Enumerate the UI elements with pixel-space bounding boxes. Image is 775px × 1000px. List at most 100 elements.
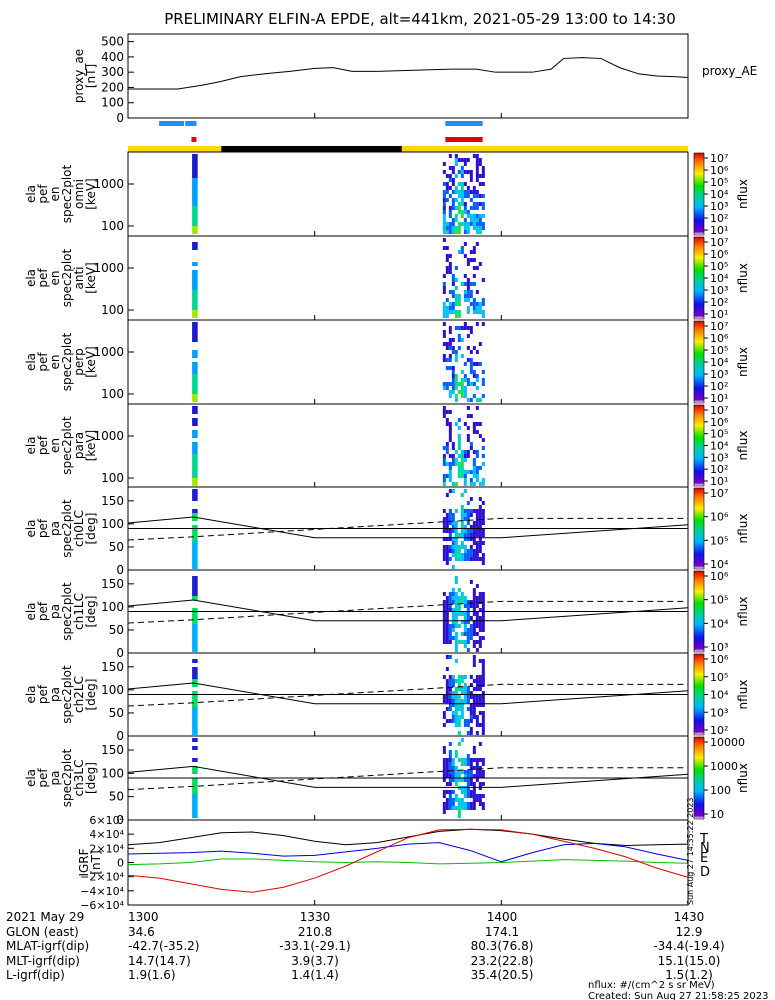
footer-row-label: MLT-igrf(dip): [6, 954, 80, 968]
en-omni-ytick-label: 100: [101, 219, 124, 233]
pa-ch1-event2-cell: [475, 604, 479, 608]
pa-ch0-event2-cell: [442, 537, 446, 541]
en-anti-event2-cell: [445, 310, 449, 314]
en-omni-cb-tick-label: 10⁶: [710, 164, 729, 177]
pa-ch2-event2-cell: [457, 707, 461, 711]
pa-ch3-event2-cell: [448, 782, 452, 786]
en-para-event1-cell: [192, 478, 198, 482]
pa-ch1-event2-cell: [478, 628, 482, 632]
pa-ch2-event2-cell: [478, 675, 482, 679]
pa-ch0-event2-cell: [478, 545, 482, 549]
pa-ch1-event2-cell: [457, 624, 461, 628]
pa-ch1-event2-cell: [451, 608, 455, 612]
pa-ch0-event2-cell: [472, 525, 476, 529]
en-anti-event2-cell: [448, 290, 452, 294]
en-para-event1-cell: [192, 446, 198, 450]
pa-ch1-event2-cell: [478, 616, 482, 620]
pa-ch1-event2-cell: [445, 636, 449, 640]
en-omni-cb-label: nflux: [736, 179, 750, 209]
footer-value: 80.3(76.8): [471, 939, 534, 953]
en-omni-event2-cell: [466, 190, 470, 194]
en-anti-event2-cell: [454, 302, 458, 306]
en-para-event2-cell: [448, 474, 452, 478]
pa-ch3-event2-cell: [475, 766, 479, 770]
pa-ch1-event2-cell: [475, 648, 479, 652]
pa-ch1-event2-cell: [475, 600, 479, 604]
en-anti-ytick-label: 1000: [93, 261, 124, 275]
en-omni-event1-cell: [192, 222, 198, 226]
pa-ch0-event2-cell: [478, 521, 482, 525]
pa-ch2-event1-cell: [192, 723, 198, 727]
pa-ch0-cb-tick-label: 10⁵: [710, 534, 728, 547]
en-para-event2-cell: [475, 430, 479, 434]
pa-ch0-event2-cell: [478, 533, 482, 537]
en-omni-event2-cell: [481, 170, 485, 174]
en-omni-event2-cell: [454, 190, 458, 194]
en-perp-event2-cell: [469, 350, 473, 354]
pa-ch3-event2-cell: [460, 790, 464, 794]
en-omni-event2-cell: [442, 194, 446, 198]
en-perp-event1-cell: [192, 322, 198, 326]
pa-ch3-event2-cell: [469, 806, 473, 810]
en-omni-cb-tick-label: 10⁵: [710, 176, 728, 189]
pa-ch2-event2-cell: [469, 691, 473, 695]
en-omni-event1-cell: [192, 182, 198, 186]
pa-ch1-event2-cell: [448, 608, 452, 612]
en-anti-event2-cell: [442, 282, 446, 286]
en-perp-colorbar: [693, 320, 705, 404]
pa-ch3-event2-cell: [451, 802, 455, 806]
en-omni-event1-cell: [192, 202, 198, 206]
en-perp-event2-cell: [475, 386, 479, 390]
pa-ch3-event2-cell: [469, 762, 473, 766]
en-omni-event2-cell: [463, 162, 467, 166]
pa-ch0-event2-cell: [448, 513, 452, 517]
pa-ch2-cb-tick-label: 10³: [710, 706, 728, 719]
pa-ch3-event2-cell: [442, 790, 446, 794]
en-omni-event2-cell: [463, 222, 467, 226]
pa-ch1-event2-cell: [448, 636, 452, 640]
pa-ch1-event2-cell: [445, 600, 449, 604]
en-para-event2-cell: [451, 446, 455, 450]
en-anti-cb-tick-label: 10⁷: [710, 236, 728, 249]
en-para-event2-cell: [478, 434, 482, 438]
pa-ch0-event2-cell: [454, 553, 458, 557]
pa-ch2-event2-cell: [475, 695, 479, 699]
pa-ch1-event2-cell: [472, 588, 476, 592]
en-para-event2-cell: [445, 462, 449, 466]
pa-ch3-event2-cell: [481, 770, 485, 774]
en-omni-event2-cell: [457, 226, 461, 230]
pa-ch3-cb-label: nflux: [736, 763, 750, 793]
en-para-cb-tick-label: 10⁴: [710, 440, 729, 453]
en-omni-event2-cell: [451, 178, 455, 182]
en-para-event2-cell: [469, 442, 473, 446]
en-anti-event2-cell: [451, 282, 455, 286]
footer-value: 1300: [128, 910, 159, 924]
pa-ch2-event2-cell: [457, 731, 461, 735]
pa-ch3-event2-cell: [442, 806, 446, 810]
en-perp-event2-cell: [454, 398, 458, 402]
pa-ch0-event2-cell: [454, 549, 458, 553]
en-para-event2-cell: [481, 446, 485, 450]
en-perp-event2-cell: [463, 374, 467, 378]
pa-ch1-ytick-label: 150: [101, 577, 124, 591]
en-omni-event2-cell: [469, 206, 473, 210]
en-perp-event1-cell: [192, 338, 198, 342]
pa-ch1-event2-cell: [457, 600, 461, 604]
pa-ch3-event2-cell: [466, 758, 470, 762]
en-omni-event2-cell: [442, 202, 446, 206]
en-perp-event2-cell: [448, 366, 452, 370]
en-omni-event1-cell: [192, 190, 198, 194]
en-para-ylabel-3: spec2plot: [60, 416, 74, 475]
en-para-event2-cell: [442, 478, 446, 482]
en-perp-event2-cell: [481, 370, 485, 374]
en-perp-event2-cell: [451, 366, 455, 370]
pa-ch0-event2-cell: [472, 541, 476, 545]
pa-ch3-event2-cell: [460, 758, 464, 762]
en-omni-event2-cell: [469, 198, 473, 202]
pa-ch1-event2-cell: [469, 600, 473, 604]
science-zone-bar-red: [191, 137, 197, 142]
pa-ch1-event2-cell: [454, 576, 458, 580]
en-omni-event2-cell: [442, 210, 446, 214]
en-para-event2-cell: [457, 418, 461, 422]
pa-ch1-event2-cell: [466, 648, 470, 652]
